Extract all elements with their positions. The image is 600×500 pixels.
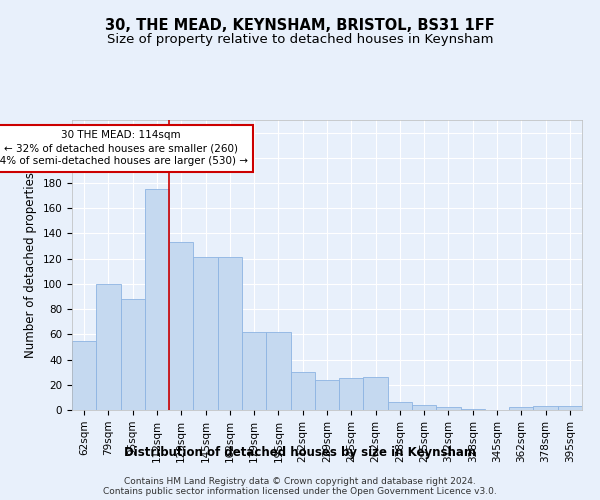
Bar (533, 406, 558, 410)
Bar (145, 190, 169, 410)
Bar (339, 378, 364, 410)
Bar (169, 242, 193, 410)
Y-axis label: Number of detached properties: Number of detached properties (24, 172, 37, 358)
Bar (121, 299, 145, 410)
Text: 30 THE MEAD: 114sqm
← 32% of detached houses are smaller (260)
64% of semi-detac: 30 THE MEAD: 114sqm ← 32% of detached ho… (0, 130, 248, 166)
Bar (96, 284, 121, 410)
Bar (315, 380, 339, 410)
Bar (388, 402, 412, 410)
Bar (509, 408, 533, 410)
Bar (72, 340, 96, 410)
Text: Contains HM Land Registry data © Crown copyright and database right 2024.: Contains HM Land Registry data © Crown c… (124, 476, 476, 486)
Bar (193, 258, 218, 410)
Bar (242, 332, 266, 410)
Bar (218, 258, 242, 410)
Bar (558, 406, 582, 410)
Bar (266, 332, 290, 410)
Bar (290, 372, 315, 410)
Bar (461, 408, 485, 410)
Text: Size of property relative to detached houses in Keynsham: Size of property relative to detached ho… (107, 32, 493, 46)
Bar (436, 408, 461, 410)
Bar (412, 405, 436, 410)
Bar (364, 377, 388, 410)
Text: Distribution of detached houses by size in Keynsham: Distribution of detached houses by size … (124, 446, 476, 459)
Text: 30, THE MEAD, KEYNSHAM, BRISTOL, BS31 1FF: 30, THE MEAD, KEYNSHAM, BRISTOL, BS31 1F… (105, 18, 495, 32)
Text: Contains public sector information licensed under the Open Government Licence v3: Contains public sector information licen… (103, 486, 497, 496)
